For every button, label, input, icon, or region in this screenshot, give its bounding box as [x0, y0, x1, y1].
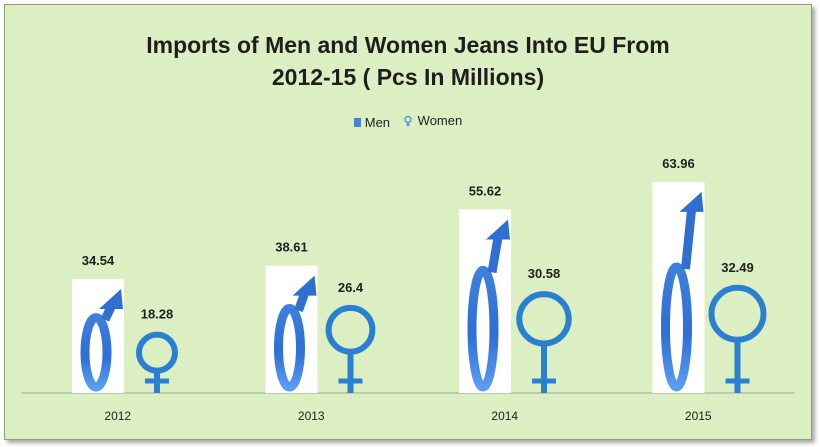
- men-arrowhead: [486, 219, 510, 240]
- chart-frame: Imports of Men and Women Jeans Into EU F…: [4, 4, 812, 440]
- men-value-label: 38.61: [275, 240, 308, 255]
- legend-label-men: Men: [364, 114, 391, 130]
- legend-swatch-men: [353, 117, 361, 127]
- men-ring: [467, 265, 499, 392]
- women-value-label: 18.28: [141, 307, 174, 322]
- men-arrowhead: [292, 275, 317, 296]
- men-bar-card: [652, 181, 705, 393]
- men-ring: [661, 262, 692, 392]
- women-ring: [708, 284, 767, 343]
- x-tick-label: 2013: [298, 409, 325, 423]
- men-bar: [265, 265, 318, 393]
- women-value-label: 26.4: [338, 280, 364, 295]
- legend: Men Women: [5, 113, 811, 130]
- men-value-label: 34.54: [82, 253, 115, 268]
- x-tick-label: 2015: [685, 409, 712, 423]
- men-stem: [294, 292, 309, 313]
- men-arrowhead: [679, 191, 704, 212]
- women-ring: [516, 291, 572, 347]
- men-bar: [652, 181, 705, 393]
- chart-title-line-1: Imports of Men and Women Jeans Into EU F…: [146, 32, 670, 58]
- women-ring: [325, 304, 376, 355]
- men-value-label: 63.96: [662, 156, 695, 171]
- men-bar: [459, 209, 511, 393]
- men-ring: [274, 304, 305, 392]
- legend-item-women: Women: [402, 113, 463, 128]
- men-stem: [487, 236, 503, 274]
- chart-title: Imports of Men and Women Jeans Into EU F…: [5, 29, 811, 93]
- men-ring: [80, 313, 112, 392]
- women-bar: [325, 304, 376, 393]
- x-tick-label: 2012: [104, 409, 131, 423]
- women-bar: [136, 331, 178, 393]
- chart-title-line-2: 2012-15 ( Pcs In Millions): [271, 64, 545, 90]
- women-value-label: 32.49: [721, 260, 754, 275]
- men-arrowhead: [99, 289, 123, 310]
- men-stem: [100, 305, 116, 322]
- legend-label-women: Women: [417, 113, 463, 128]
- men-bar: [72, 279, 124, 393]
- plot-area: 34.54 18.28 2012 38.61 26.4 2013 55.62 30.58 201…: [21, 156, 795, 423]
- x-tick-label: 2014: [491, 409, 518, 423]
- women-bar: [708, 284, 767, 393]
- men-bar-card: [459, 209, 511, 393]
- women-ring: [136, 331, 178, 374]
- women-bar: [516, 291, 572, 393]
- legend-swatch-women: [404, 115, 412, 126]
- women-value-label: 30.58: [528, 266, 561, 281]
- men-value-label: 55.62: [469, 183, 502, 198]
- legend-item-men: Men: [353, 114, 391, 130]
- men-stem: [681, 209, 696, 270]
